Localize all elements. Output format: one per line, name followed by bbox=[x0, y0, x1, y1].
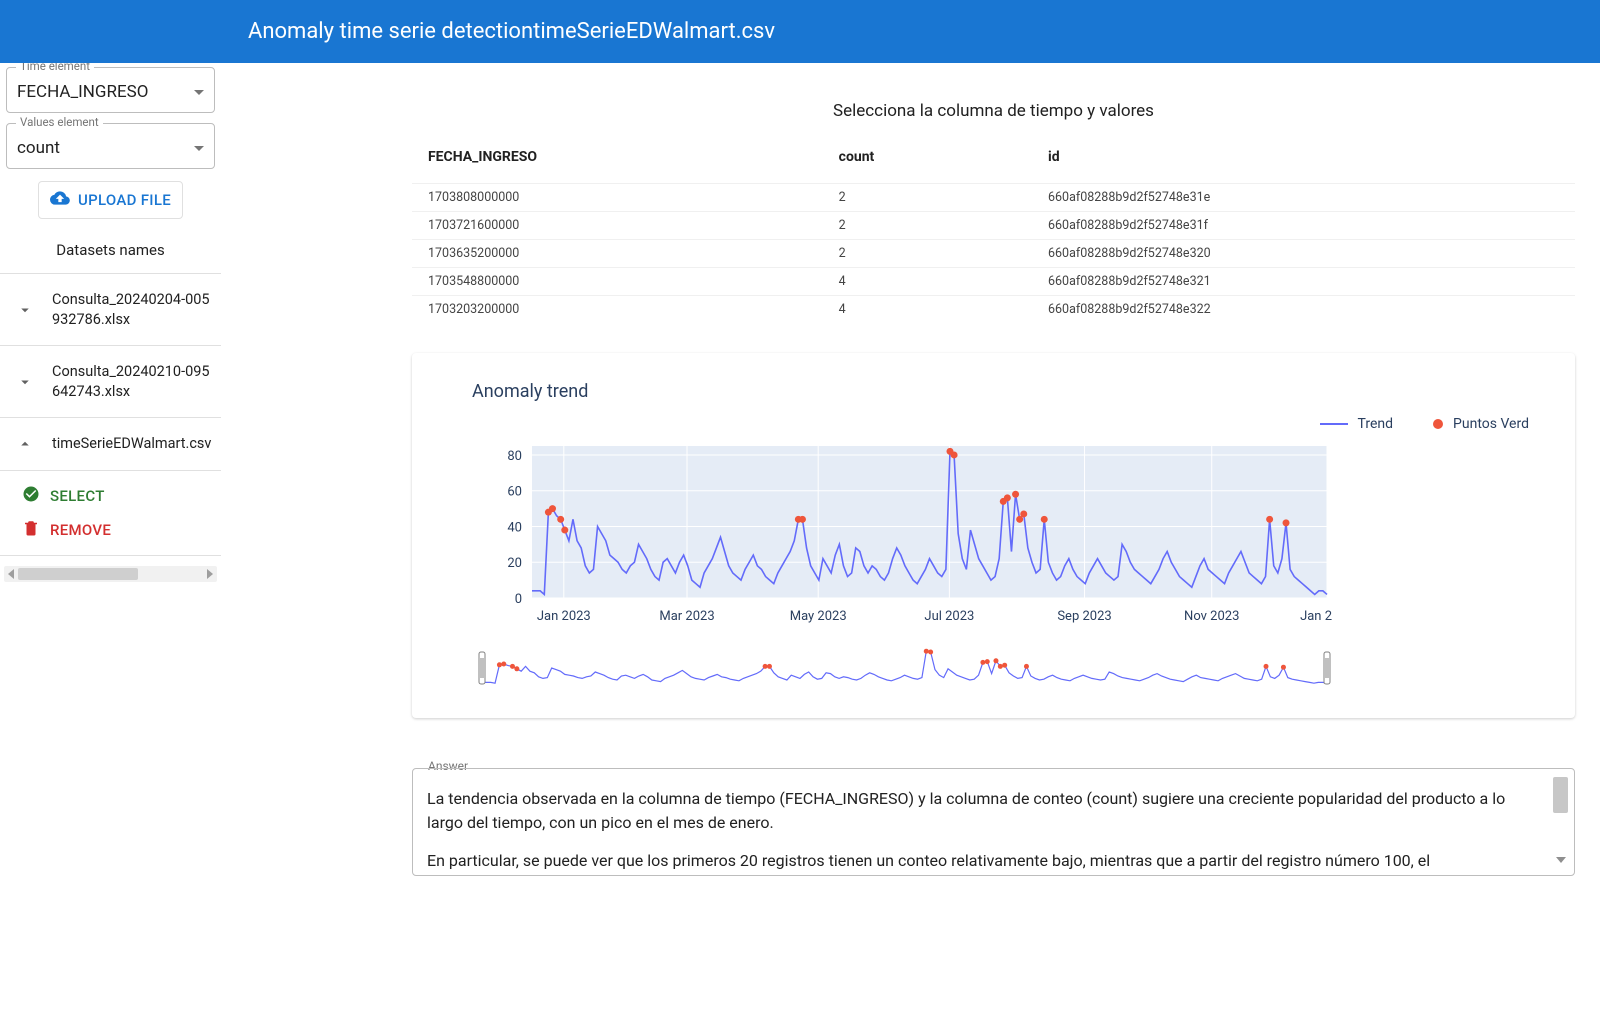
sidebar: Time element FECHA_INGRESO Values elemen… bbox=[0, 63, 222, 1020]
table-header[interactable]: id bbox=[1040, 149, 1575, 184]
remove-dataset-button[interactable]: REMOVE bbox=[22, 519, 221, 541]
scrollbar-thumb[interactable] bbox=[18, 568, 138, 580]
chart-title: Anomaly trend bbox=[472, 381, 1535, 402]
chart-card: Anomaly trend Trend Puntos Verd 0 20 40 60 8… bbox=[412, 353, 1575, 718]
legend-anomaly[interactable]: Puntos Verd bbox=[1433, 416, 1529, 432]
scrollbar-thumb[interactable] bbox=[1553, 777, 1568, 813]
upload-file-label: UPLOAD FILE bbox=[78, 191, 171, 209]
trash-icon bbox=[22, 519, 40, 541]
upload-file-button[interactable]: UPLOAD FILE bbox=[38, 181, 183, 219]
svg-text:0: 0 bbox=[515, 592, 522, 607]
time-select-label: Time element bbox=[16, 63, 94, 73]
answer-textarea[interactable]: La tendencia observada en la columna de … bbox=[412, 768, 1575, 876]
overview-chart[interactable] bbox=[472, 648, 1332, 688]
answer-scrollbar[interactable] bbox=[1553, 777, 1568, 867]
remove-label: REMOVE bbox=[50, 521, 111, 539]
chevron-down-icon bbox=[16, 373, 34, 391]
table-cell: 660af08288b9d2f52748e321 bbox=[1040, 268, 1575, 296]
table-title: Selecciona la columna de tiempo y valore… bbox=[412, 101, 1575, 121]
sidebar-scrollbar[interactable] bbox=[4, 566, 217, 582]
dataset-item[interactable]: timeSerieEDWalmart.csv bbox=[0, 418, 221, 471]
svg-text:May 2023: May 2023 bbox=[790, 609, 847, 624]
table-row[interactable]: 17036352000002660af08288b9d2f52748e320 bbox=[412, 240, 1575, 268]
table-row[interactable]: 17032032000004660af08288b9d2f52748e322 bbox=[412, 296, 1575, 324]
dataset-name: Consulta_20240204-005932786.xlsx bbox=[52, 290, 213, 329]
anomaly-chart[interactable]: 0 20 40 60 80 Jan 2023 Mar 2023 May 2023 Jul 202… bbox=[472, 438, 1332, 638]
svg-text:Sep 2023: Sep 2023 bbox=[1057, 609, 1111, 624]
dataset-name: Consulta_20240210-095642743.xlsx bbox=[52, 362, 213, 401]
table-cell: 4 bbox=[831, 296, 1040, 324]
select-dataset-button[interactable]: SELECT bbox=[22, 485, 221, 507]
table-cell: 2 bbox=[831, 240, 1040, 268]
chart-legend: Trend Puntos Verd bbox=[472, 416, 1535, 432]
table-header[interactable]: FECHA_INGRESO bbox=[412, 149, 831, 184]
table-cell: 660af08288b9d2f52748e31f bbox=[1040, 212, 1575, 240]
svg-text:80: 80 bbox=[507, 449, 522, 464]
svg-text:40: 40 bbox=[507, 520, 522, 535]
legend-anomaly-label: Puntos Verd bbox=[1453, 416, 1529, 432]
values-select-value: count bbox=[17, 138, 60, 158]
chevron-up-icon bbox=[16, 435, 34, 453]
svg-text:Jul 2023: Jul 2023 bbox=[924, 609, 974, 624]
answer-section: Answer La tendencia observada en la colu… bbox=[412, 768, 1575, 876]
table-cell: 1703721600000 bbox=[412, 212, 831, 240]
app-bar: Anomaly time serie detectiontimeSerieEDW… bbox=[0, 0, 1600, 63]
scroll-down-icon bbox=[1553, 853, 1568, 867]
table-row[interactable]: 17037216000002660af08288b9d2f52748e31f bbox=[412, 212, 1575, 240]
check-circle-icon bbox=[22, 485, 40, 507]
dataset-item[interactable]: Consulta_20240204-005932786.xlsx bbox=[0, 274, 221, 346]
legend-dot-icon bbox=[1433, 419, 1443, 429]
table-row[interactable]: 17035488000004660af08288b9d2f52748e321 bbox=[412, 268, 1575, 296]
data-table: FECHA_INGRESO count id 17038080000002660… bbox=[412, 149, 1575, 323]
table-cell: 4 bbox=[831, 268, 1040, 296]
legend-line-icon bbox=[1320, 423, 1348, 425]
table-cell: 1703548800000 bbox=[412, 268, 831, 296]
scroll-right-icon bbox=[204, 568, 216, 580]
answer-paragraph: En particular, se puede ver que los prim… bbox=[427, 849, 1534, 873]
table-cell: 1703635200000 bbox=[412, 240, 831, 268]
app-title: Anomaly time serie detectiontimeSerieEDW… bbox=[248, 19, 775, 44]
table-cell: 660af08288b9d2f52748e322 bbox=[1040, 296, 1575, 324]
table-cell: 2 bbox=[831, 184, 1040, 212]
svg-text:Nov 2023: Nov 2023 bbox=[1184, 609, 1239, 624]
table-cell: 1703203200000 bbox=[412, 296, 831, 324]
chevron-down-icon bbox=[194, 90, 204, 95]
dataset-name: timeSerieEDWalmart.csv bbox=[52, 434, 211, 454]
chevron-down-icon bbox=[194, 146, 204, 151]
time-select-value: FECHA_INGRESO bbox=[17, 82, 148, 102]
svg-text:Jan 2023: Jan 2023 bbox=[537, 609, 591, 624]
main-content: Selecciona la columna de tiempo y valore… bbox=[222, 63, 1600, 1020]
scroll-left-icon bbox=[5, 568, 17, 580]
table-row[interactable]: 17038080000002660af08288b9d2f52748e31e bbox=[412, 184, 1575, 212]
legend-trend[interactable]: Trend bbox=[1320, 416, 1394, 432]
time-select[interactable]: FECHA_INGRESO bbox=[17, 82, 204, 102]
chevron-down-icon bbox=[16, 301, 34, 319]
table-cell: 660af08288b9d2f52748e31e bbox=[1040, 184, 1575, 212]
svg-text:20: 20 bbox=[507, 556, 522, 571]
svg-text:Mar 2023: Mar 2023 bbox=[659, 609, 714, 624]
answer-paragraph: La tendencia observada en la columna de … bbox=[427, 787, 1534, 835]
dataset-actions: SELECT REMOVE bbox=[0, 471, 221, 556]
select-label: SELECT bbox=[50, 487, 105, 505]
table-cell: 2 bbox=[831, 212, 1040, 240]
table-header[interactable]: count bbox=[831, 149, 1040, 184]
table-cell: 1703808000000 bbox=[412, 184, 831, 212]
svg-text:Jan 2024: Jan 2024 bbox=[1300, 609, 1332, 624]
table-cell: 660af08288b9d2f52748e320 bbox=[1040, 240, 1575, 268]
svg-text:60: 60 bbox=[507, 485, 522, 500]
values-select-label: Values element bbox=[16, 115, 103, 129]
legend-trend-label: Trend bbox=[1358, 416, 1394, 432]
datasets-header: Datasets names bbox=[0, 229, 221, 274]
values-select[interactable]: count bbox=[17, 138, 204, 158]
cloud-upload-icon bbox=[50, 188, 70, 212]
dataset-item[interactable]: Consulta_20240210-095642743.xlsx bbox=[0, 346, 221, 418]
